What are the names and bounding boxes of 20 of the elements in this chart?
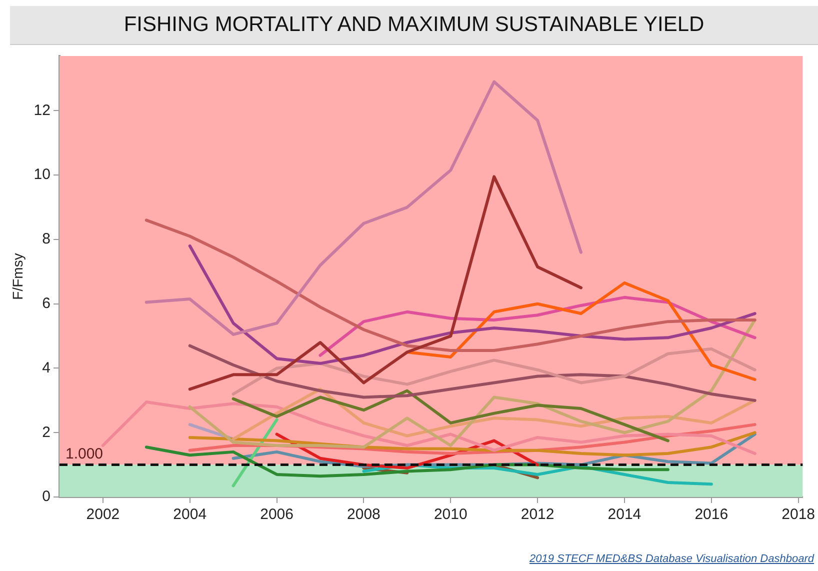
x-tick-label: 2002	[86, 506, 120, 524]
y-tick-label: 12	[34, 102, 50, 119]
x-tick-label: 2008	[347, 506, 380, 524]
x-tick-label: 2006	[260, 506, 294, 524]
y-axis-title: F/Fmsy	[9, 253, 26, 300]
x-tick-label: 2010	[434, 506, 468, 524]
x-tick-label: 2012	[520, 506, 554, 524]
y-tick-label: 8	[42, 230, 50, 248]
ref-line-label: 1.000	[65, 445, 104, 462]
x-tick-label: 2018	[782, 506, 816, 524]
x-tick-label: 2016	[694, 506, 728, 524]
y-tick-label: 6	[42, 295, 50, 312]
y-tick-label: 2	[42, 424, 50, 441]
y-tick-label: 4	[42, 359, 50, 376]
y-tick-label: 0	[42, 488, 50, 506]
x-tick-label: 2004	[173, 506, 207, 524]
chart-title: FISHING MORTALITY AND MAXIMUM SUSTAINABLE YIELD	[10, 6, 818, 45]
text: 2019 STECF MED&BS Database Visualisation Dashboard	[529, 553, 814, 565]
y-tick-label: 10	[34, 166, 50, 184]
x-tick-label: 2014	[608, 506, 642, 524]
